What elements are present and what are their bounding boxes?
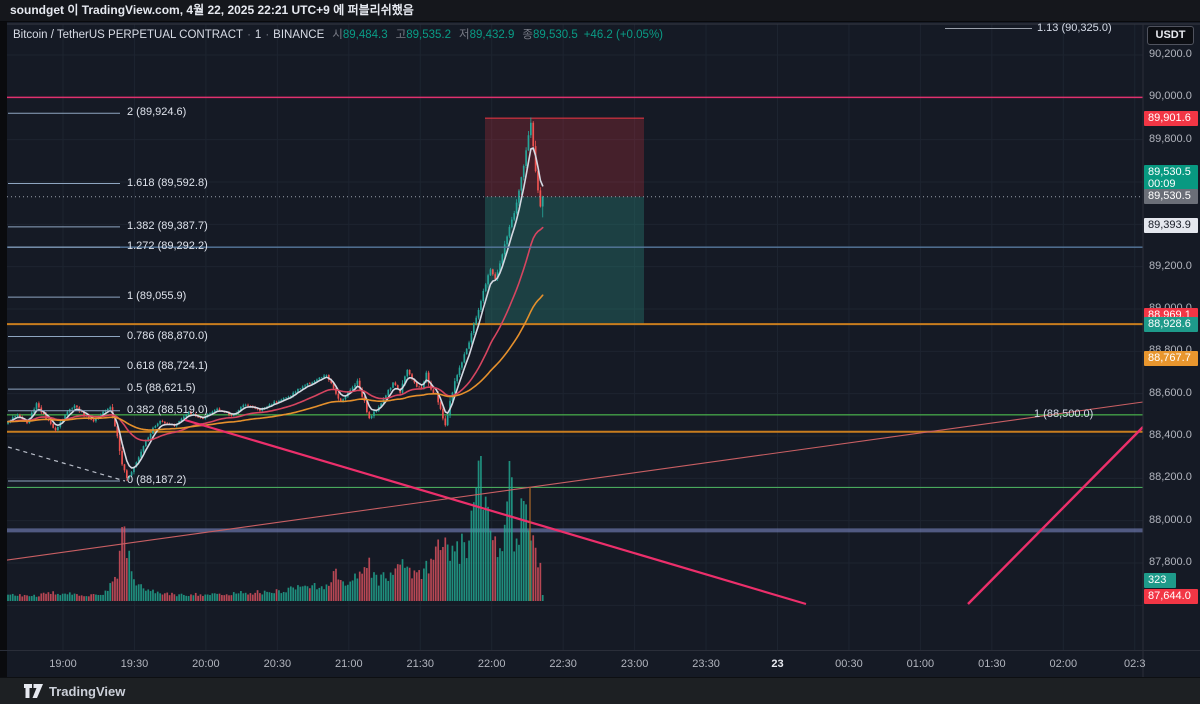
fib-level-label-1.382[interactable]: 1.382 (89,387.7) bbox=[127, 219, 208, 232]
time-tick-label: 21:00 bbox=[335, 658, 363, 670]
price-axis-mark: 89,530.5 bbox=[1144, 189, 1198, 205]
countdown-timer: 00:09 bbox=[1148, 178, 1176, 190]
price-tick-label: 90,200.0 bbox=[1149, 48, 1192, 60]
price-tick-label: 89,800.0 bbox=[1149, 132, 1192, 145]
fib-level-label-0.382[interactable]: 0.382 (88,519.0) bbox=[127, 403, 208, 416]
ohlc-low-label: 저 bbox=[459, 29, 470, 41]
time-tick-label: 19:30 bbox=[120, 658, 149, 670]
symbol-legend: Bitcoin / TetherUS PERPETUAL CONTRACT · 1 ·… bbox=[13, 26, 663, 42]
time-tick-label: 02:3 bbox=[1124, 658, 1146, 670]
fib-level-label-2[interactable]: 2 (89,924.6) bbox=[127, 106, 187, 119]
ohlc-open-label: 시 bbox=[332, 29, 343, 41]
price-change: +46.2 (+0.05%) bbox=[583, 29, 663, 41]
footer-bar: TradingView bbox=[0, 677, 1200, 704]
fib-ext-label-1.13[interactable]: 1.13 (90,325.0) bbox=[1037, 21, 1112, 34]
ohlc-high-label: 고 bbox=[395, 29, 407, 41]
time-tick-label: 00:30 bbox=[835, 658, 863, 670]
price-tick-label: 88,000.0 bbox=[1149, 513, 1192, 526]
price-tick-label: 89,200.0 bbox=[1149, 259, 1192, 272]
price-axis-mark: 89,901.6 bbox=[1144, 110, 1198, 126]
price-axis[interactable]: USDT 90,200.0 90,000.0 89,800.0 89,200.0 89,… bbox=[1143, 24, 1200, 650]
time-tick-label: 19:00 bbox=[49, 658, 77, 670]
ohlc-open-value: 89,484.3 bbox=[342, 29, 388, 41]
fib-level-label-0[interactable]: 0 (88,187.2) bbox=[127, 474, 187, 487]
fib-level-label-0.618[interactable]: 0.618 (88,724.1) bbox=[127, 360, 208, 373]
price-axis-mark: 323 bbox=[1144, 572, 1176, 588]
fib-level-label-0.786[interactable]: 0.786 (88,870.0) bbox=[127, 329, 208, 342]
ohlc-close-value: 89,530.5 bbox=[532, 29, 578, 41]
price-axis-mark: 87,644.0 bbox=[1144, 588, 1198, 604]
mid-ma-line bbox=[7, 226, 544, 442]
price-axis-mark: 89,393.9 bbox=[1144, 218, 1198, 234]
time-tick-label: 23:00 bbox=[620, 658, 649, 670]
publish-text: soundget 이 TradingView.com, 4월 22, 2025 … bbox=[10, 3, 414, 17]
fib-level-label-1.618[interactable]: 1.618 (89,592.8) bbox=[127, 176, 208, 189]
time-tick-label: 20:30 bbox=[263, 658, 292, 670]
time-tick-label: 20:00 bbox=[192, 658, 220, 670]
price-tick-label: 87,800.0 bbox=[1149, 556, 1192, 568]
time-tick-label: 23 bbox=[771, 658, 784, 670]
price-axis-mark: 88,767.7 bbox=[1144, 350, 1198, 366]
fib-ext-label-1[interactable]: 1 (88,500.0) bbox=[1034, 407, 1094, 420]
tradingview-logo-icon[interactable] bbox=[24, 684, 43, 698]
fib-level-label-1[interactable]: 1 (89,055.9) bbox=[127, 290, 187, 303]
price-axis-mark: 88,928.6 bbox=[1144, 316, 1198, 332]
ohlc-low-value: 89,432.9 bbox=[469, 29, 515, 41]
tradingview-brand[interactable]: TradingView bbox=[49, 683, 126, 699]
publish-bar: soundget 이 TradingView.com, 4월 22, 2025 … bbox=[0, 0, 1200, 22]
time-tick-label: 01:00 bbox=[906, 658, 935, 670]
price-tick-label: 88,200.0 bbox=[1149, 471, 1192, 484]
fib-level-label-1.272[interactable]: 1.272 (89,292.2) bbox=[127, 240, 208, 253]
price-tick-label: 88,400.0 bbox=[1149, 429, 1192, 441]
ohlc-close-label: 종 bbox=[522, 29, 533, 41]
time-tick-label: 01:30 bbox=[978, 658, 1006, 670]
legend-separator: · bbox=[247, 29, 251, 41]
exchange-label[interactable]: BINANCE bbox=[273, 29, 325, 41]
ohlc-high-value: 89,535.2 bbox=[406, 29, 451, 41]
time-tick-label: 22:30 bbox=[549, 658, 577, 670]
time-axis[interactable]: 19:00 19:30 20:00 20:30 21:00 21:30 22:00 22:30… bbox=[0, 650, 1200, 677]
interval-label[interactable]: 1 bbox=[254, 29, 262, 41]
slow-ma-line bbox=[7, 294, 544, 431]
legend-separator: · bbox=[265, 29, 270, 41]
symbol-title[interactable]: Bitcoin / TetherUS PERPETUAL CONTRACT bbox=[13, 29, 244, 41]
time-tick-label: 02:00 bbox=[1049, 658, 1078, 670]
price-axis-mark: 89,530.5 00:09 bbox=[1144, 165, 1198, 190]
time-tick-label: 21:30 bbox=[406, 658, 435, 670]
currency-toggle-button[interactable]: USDT bbox=[1147, 26, 1194, 45]
time-tick-label: 23:30 bbox=[692, 658, 720, 670]
fib-level-label-0.5[interactable]: 0.5 (88,621.5) bbox=[127, 382, 196, 395]
time-tick-label: 22:00 bbox=[477, 658, 506, 670]
price-tick-label: 90,000.0 bbox=[1149, 90, 1192, 103]
price-tick-label: 88,600.0 bbox=[1149, 386, 1192, 399]
